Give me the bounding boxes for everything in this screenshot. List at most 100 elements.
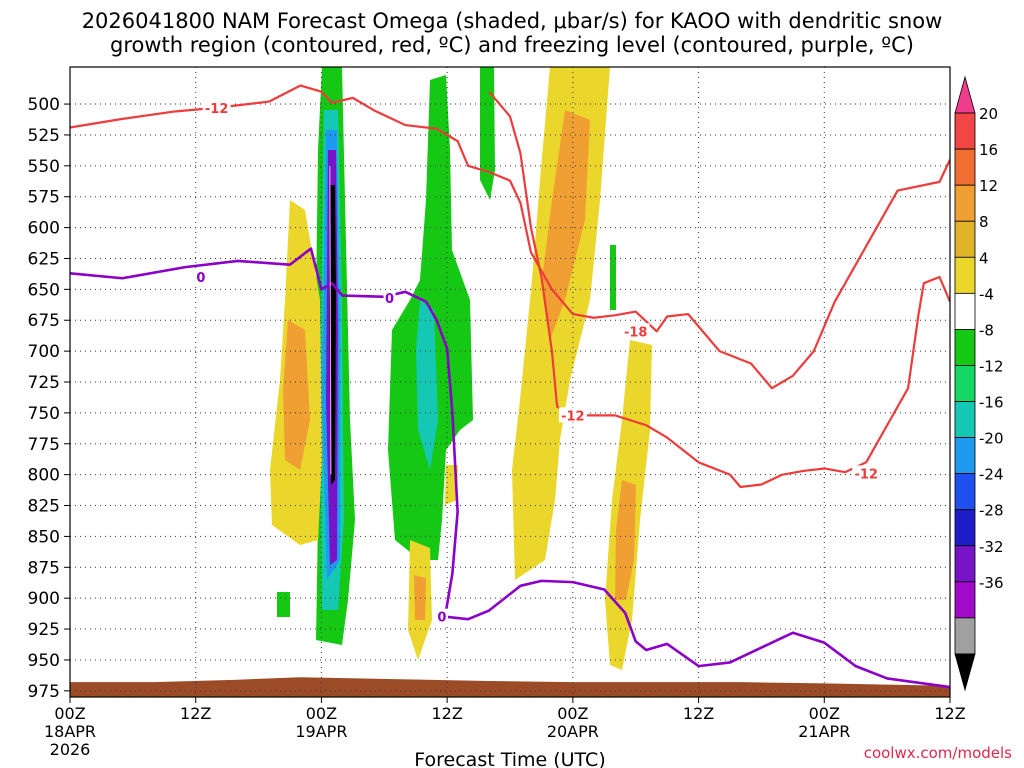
colorbar-segment — [954, 112, 976, 150]
colorbar-segment — [954, 184, 976, 222]
y-tick-label: 625 — [28, 249, 60, 269]
grid-layer — [70, 67, 950, 697]
x-axis-label: Forecast Time (UTC) — [414, 749, 605, 768]
y-tick-label: 900 — [28, 589, 60, 609]
x-tick-date: 18APR — [44, 722, 96, 741]
colorbar-label: -36 — [979, 574, 1004, 592]
colorbar-top-triangle — [954, 75, 976, 114]
credit-text: coolwx.com/models — [864, 744, 1012, 762]
y-tick-label: 500 — [28, 95, 60, 115]
y-tick-label: 950 — [28, 651, 60, 671]
colorbar-label: -12 — [979, 357, 1004, 375]
colorbar-segment — [954, 329, 976, 366]
colorbar-segment — [954, 256, 976, 294]
y-tick-label: 525 — [28, 126, 60, 146]
x-tick-year: 2026 — [50, 740, 91, 759]
contour-label: 0 — [196, 271, 205, 286]
contour-label-bg — [435, 608, 448, 624]
y-tick-label: 775 — [28, 435, 60, 455]
y-tick-label: 825 — [28, 497, 60, 517]
contour-label-bg — [621, 323, 650, 339]
colorbar-segment — [954, 509, 976, 547]
x-tick-date: 20APR — [547, 722, 599, 741]
colorbar-label: 16 — [979, 141, 998, 159]
colorbar: 20 16 12 8 4 -4 -8 -12 -16 -20 -24 -28 -32 -36 — [954, 75, 1004, 692]
colorbar-label: 20 — [979, 105, 998, 123]
y-tick-label: 675 — [28, 311, 60, 331]
omega-shading-green-bottom — [277, 592, 290, 617]
x-tick-label: 00Z — [306, 704, 337, 723]
colorbar-label: -24 — [979, 466, 1004, 484]
y-tick-label: 700 — [28, 342, 60, 362]
x-tick-label: 12Z — [180, 704, 211, 723]
x-tick-label: 12Z — [431, 704, 462, 723]
colorbar-segment — [954, 437, 976, 475]
colorbar-segment — [954, 365, 976, 402]
colorbar-segment — [954, 148, 976, 186]
omega-shading-cyan-band-2 — [416, 300, 438, 470]
colorbar-label: -16 — [979, 394, 1004, 412]
colorbar-bottom-triangle — [954, 653, 976, 692]
contour-label: -12 — [205, 102, 229, 117]
colorbar-segment — [954, 617, 976, 655]
chart-title-line-1: 2026041800 NAM Forecast Omega (shaded, μ… — [81, 9, 943, 33]
temp-contour-upper — [70, 84, 950, 390]
x-tick-date: 19APR — [295, 722, 347, 741]
contour-label-bg — [194, 269, 207, 284]
colorbar-label: -28 — [979, 502, 1004, 520]
x-tick-label: 00Z — [557, 704, 588, 723]
x-tick-label: 12Z — [683, 704, 714, 723]
colorbar-label: -32 — [979, 538, 1004, 556]
freezing-level-contour — [70, 247, 950, 689]
omega-shading-green-band-3 — [480, 67, 495, 200]
colorbar-segment — [954, 473, 976, 511]
colorbar-segment — [954, 220, 976, 258]
contour-layer — [70, 84, 950, 689]
x-tick-label: 00Z — [809, 704, 840, 723]
contour-label: 0 — [385, 292, 394, 307]
contour-label: -18 — [624, 325, 648, 340]
terrain-layer — [70, 677, 950, 697]
omega-shading-orange-left — [283, 320, 310, 470]
contour-label-bg — [383, 290, 396, 305]
contour-label: -12 — [561, 409, 585, 424]
y-tick-label: 550 — [28, 157, 60, 177]
colorbar-label: 8 — [979, 213, 989, 231]
colorbar-segment — [954, 292, 976, 330]
omega-shading-orange-right — [615, 480, 636, 600]
colorbar-label: -8 — [979, 321, 994, 339]
y-tick-label: 850 — [28, 527, 60, 547]
y-tick-label: 925 — [28, 620, 60, 640]
contour-label: -12 — [854, 467, 878, 482]
y-tick-label: 875 — [28, 558, 60, 578]
omega-shading-orange-center — [542, 110, 590, 340]
y-tick-label: 750 — [28, 404, 60, 424]
colorbar-segment — [954, 401, 976, 438]
x-tick-date: 21APR — [798, 722, 850, 741]
y-axis: 500 525 550 575 600 625 650 675 700 725 750 775 800 8… — [28, 95, 70, 702]
y-tick-label: 650 — [28, 280, 60, 300]
colorbar-label: -20 — [979, 430, 1004, 448]
contour-label-bg — [558, 407, 587, 423]
y-tick-label: 800 — [28, 466, 60, 486]
colorbar-segment — [954, 581, 976, 619]
y-tick-label: 575 — [28, 188, 60, 208]
colorbar-label: -4 — [979, 285, 994, 303]
contour-label: 0 — [437, 611, 446, 626]
colorbar-label: 4 — [979, 249, 989, 267]
colorbar-segment — [954, 545, 976, 583]
colorbar-label: 12 — [979, 177, 998, 195]
y-tick-label: 725 — [28, 373, 60, 393]
omega-shading-orange-small — [414, 575, 426, 620]
omega-core-contour — [329, 165, 332, 475]
omega-shading-layer — [270, 67, 652, 670]
omega-shading-green-band-4 — [610, 245, 616, 310]
contour-label-bg — [852, 465, 881, 481]
x-tick-label: 00Z — [54, 704, 85, 723]
x-tick-label: 12Z — [934, 704, 965, 723]
terrain-fill — [70, 677, 950, 697]
y-tick-label: 975 — [28, 682, 60, 702]
temp-contour-lower — [488, 90, 950, 489]
